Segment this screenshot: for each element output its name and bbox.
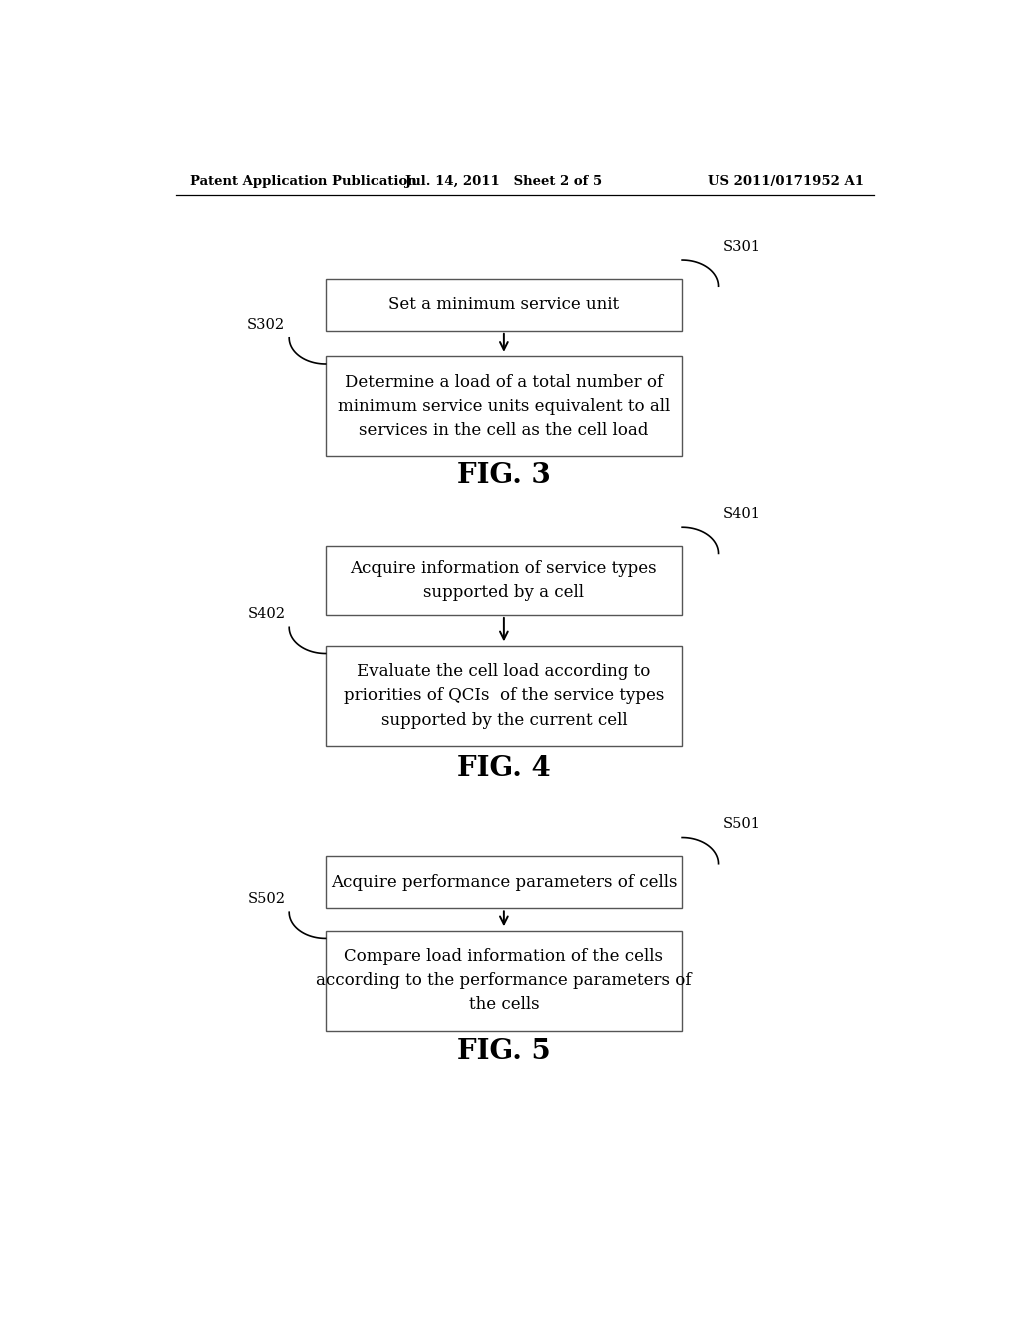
Text: FIG. 3: FIG. 3 — [457, 462, 551, 490]
FancyBboxPatch shape — [326, 931, 682, 1031]
Text: US 2011/0171952 A1: US 2011/0171952 A1 — [709, 176, 864, 187]
FancyBboxPatch shape — [326, 645, 682, 746]
FancyBboxPatch shape — [326, 279, 682, 331]
Text: S402: S402 — [248, 607, 286, 622]
Text: Patent Application Publication: Patent Application Publication — [190, 176, 417, 187]
Text: S302: S302 — [247, 318, 286, 331]
Text: Set a minimum service unit: Set a minimum service unit — [388, 296, 620, 313]
Text: Determine a load of a total number of
minimum service units equivalent to all
se: Determine a load of a total number of mi… — [338, 374, 670, 440]
Text: Evaluate the cell load according to
priorities of QCIs  of the service types
sup: Evaluate the cell load according to prio… — [344, 663, 664, 729]
FancyBboxPatch shape — [326, 356, 682, 457]
Text: S301: S301 — [722, 240, 761, 253]
FancyBboxPatch shape — [326, 857, 682, 908]
Text: S401: S401 — [722, 507, 760, 521]
Text: Compare load information of the cells
according to the performance parameters of: Compare load information of the cells ac… — [316, 948, 691, 1014]
Text: S501: S501 — [722, 817, 760, 832]
Text: Acquire performance parameters of cells: Acquire performance parameters of cells — [331, 874, 677, 891]
Text: FIG. 4: FIG. 4 — [457, 755, 551, 781]
Text: Acquire information of service types
supported by a cell: Acquire information of service types sup… — [350, 560, 657, 601]
Text: Jul. 14, 2011   Sheet 2 of 5: Jul. 14, 2011 Sheet 2 of 5 — [406, 176, 602, 187]
Text: FIG. 5: FIG. 5 — [457, 1038, 551, 1065]
FancyBboxPatch shape — [326, 545, 682, 615]
Text: S502: S502 — [248, 892, 286, 906]
